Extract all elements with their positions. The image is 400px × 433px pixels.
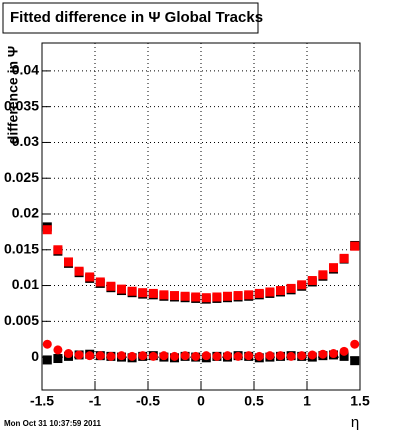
data-point <box>265 351 275 361</box>
data-point <box>318 349 328 359</box>
data-point <box>180 351 190 361</box>
y-tick-label: 0.025 <box>4 169 39 185</box>
x-tick-label: -1.5 <box>30 393 54 409</box>
data-point <box>339 346 349 356</box>
data-point <box>95 351 105 361</box>
x-axis-label: η <box>351 414 359 431</box>
data-point <box>212 351 222 361</box>
data-point <box>244 290 254 300</box>
data-point <box>244 351 254 361</box>
data-point <box>223 351 232 361</box>
data-point <box>148 351 158 361</box>
data-point <box>85 272 95 282</box>
data-point <box>170 351 179 361</box>
data-point <box>233 351 243 361</box>
data-point <box>307 350 317 360</box>
data-point <box>276 286 285 296</box>
y-tick-label: 0.035 <box>4 97 39 113</box>
data-point <box>53 345 63 355</box>
x-tick-label: 1 <box>303 393 311 409</box>
data-point <box>254 351 264 361</box>
data-point <box>159 351 169 361</box>
x-tick-label: 0.5 <box>244 393 264 409</box>
data-point <box>201 351 211 361</box>
footer: Mon Oct 31 10:37:59 2011 <box>4 419 101 428</box>
data-point <box>350 339 360 349</box>
data-point <box>64 349 73 359</box>
data-point <box>42 355 52 365</box>
x-tick-label: -1 <box>89 393 102 409</box>
data-point <box>170 291 179 301</box>
data-point <box>286 283 296 293</box>
data-point <box>297 351 307 361</box>
data-point <box>42 339 52 349</box>
y-tick-label: 0.03 <box>12 133 39 149</box>
y-tick-label: 0.01 <box>12 276 39 292</box>
y-tick-label: 0.04 <box>12 62 39 78</box>
data-point <box>106 351 116 361</box>
data-point <box>159 290 169 300</box>
data-point <box>233 291 243 301</box>
y-tick-label: 0.02 <box>12 205 39 221</box>
data-point <box>180 291 190 301</box>
data-point <box>85 351 95 361</box>
data-point <box>307 276 317 286</box>
data-point <box>254 288 264 298</box>
data-point <box>53 354 63 364</box>
data-point <box>201 293 211 303</box>
data-point <box>106 281 116 291</box>
data-point <box>265 287 275 297</box>
data-point <box>138 351 148 361</box>
data-point <box>191 292 201 302</box>
data-point <box>117 284 126 294</box>
y-tick-label: 0 <box>31 348 39 364</box>
y-tick-label: 0.015 <box>4 240 39 256</box>
data-point <box>74 350 84 360</box>
y-tick-label: 0.005 <box>4 312 39 328</box>
data-point <box>117 351 126 361</box>
x-tick-label: 0 <box>197 393 205 409</box>
data-point <box>223 291 232 301</box>
data-point <box>127 286 137 296</box>
data-point <box>339 253 349 263</box>
data-point <box>350 241 360 251</box>
data-point <box>148 288 158 298</box>
x-tick-label: 1.5 <box>350 393 370 409</box>
data-point <box>212 292 222 302</box>
title-box <box>2 2 259 34</box>
data-point <box>329 263 338 273</box>
data-point <box>350 356 360 366</box>
data-point <box>64 257 73 267</box>
plot-frame <box>41 42 361 391</box>
data-point <box>276 351 285 361</box>
data-point <box>42 225 52 235</box>
data-point <box>138 288 148 298</box>
data-point <box>339 351 349 361</box>
data-point <box>127 351 137 361</box>
data-point <box>329 349 338 359</box>
data-point <box>191 351 201 361</box>
data-point <box>95 277 105 287</box>
data-point <box>297 280 307 290</box>
data-point <box>53 245 63 255</box>
data-point <box>74 266 84 276</box>
x-tick-label: -0.5 <box>136 393 160 409</box>
data-point <box>286 351 296 361</box>
data-point <box>318 270 328 280</box>
chart-title: Fitted difference in Ψ Global Tracks <box>10 9 263 26</box>
y-axis-label: difference in Ψ <box>5 46 21 144</box>
